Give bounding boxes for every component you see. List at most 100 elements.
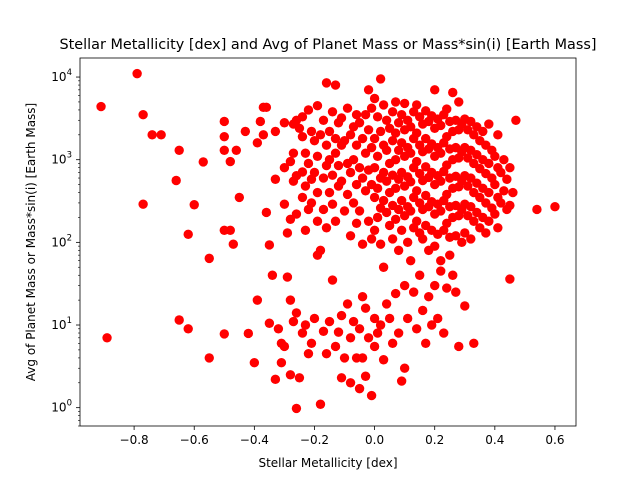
data-point (132, 68, 142, 79)
data-point (393, 118, 404, 128)
data-point (354, 324, 365, 334)
data-point (363, 125, 374, 135)
data-point (327, 199, 338, 209)
y-tick-label: 103 (51, 151, 72, 167)
points-layer (96, 68, 560, 414)
data-point (300, 320, 311, 330)
data-point (174, 315, 184, 325)
data-point (384, 313, 395, 324)
data-point (138, 199, 148, 209)
x-tick-label: −0.6 (180, 433, 209, 447)
data-point (390, 183, 401, 194)
data-point (276, 357, 287, 368)
data-point (484, 119, 494, 129)
data-point (505, 274, 515, 284)
data-point (505, 163, 515, 173)
data-point (204, 353, 214, 363)
data-point (312, 187, 323, 198)
chart-title: Stellar Metallicity [dex] and Avg of Pla… (60, 37, 597, 53)
x-axis-ticks: −0.8 −0.6 −0.4 −0.2 0.0 0.2 0.4 0.6 (120, 426, 565, 447)
data-point (351, 179, 362, 190)
data-point (96, 101, 106, 112)
data-point (396, 110, 407, 120)
data-point (291, 209, 302, 219)
data-point (363, 216, 374, 226)
data-point (219, 131, 229, 142)
data-point (433, 313, 443, 324)
data-point (469, 216, 479, 226)
data-point (414, 270, 425, 280)
data-point (484, 158, 494, 169)
data-point (282, 272, 293, 282)
data-point (285, 295, 296, 305)
data-point (219, 145, 229, 155)
data-point (243, 328, 254, 339)
data-point (297, 192, 308, 203)
data-point (372, 183, 383, 194)
data-point (405, 122, 416, 132)
data-point (436, 148, 446, 158)
data-point (102, 333, 112, 343)
data-point (282, 228, 293, 238)
data-point (267, 270, 278, 280)
data-point (357, 353, 368, 363)
data-point (264, 318, 275, 328)
data-point (273, 324, 284, 334)
data-point (490, 209, 500, 219)
data-point (466, 116, 476, 127)
data-point (369, 192, 380, 203)
data-point (366, 142, 377, 153)
data-point (348, 155, 359, 165)
data-point (261, 207, 272, 218)
data-point (360, 303, 371, 313)
data-point (402, 237, 413, 248)
data-point (393, 328, 404, 338)
data-point (405, 177, 416, 187)
data-point (261, 102, 272, 113)
data-point (315, 399, 326, 409)
data-point (387, 338, 398, 349)
data-point (496, 198, 506, 208)
data-point (375, 126, 386, 137)
data-point (309, 313, 320, 324)
data-point (324, 155, 335, 165)
data-point (351, 218, 362, 229)
data-point (300, 225, 311, 235)
data-point (493, 223, 503, 233)
data-point (318, 204, 329, 215)
data-point (225, 225, 235, 235)
data-point (306, 126, 317, 137)
data-point (330, 80, 341, 90)
data-point (490, 151, 500, 161)
data-point (421, 133, 431, 144)
data-point (306, 338, 317, 349)
data-point (451, 231, 461, 241)
x-tick-label: 0.0 (365, 433, 384, 447)
data-point (381, 145, 392, 155)
data-point (442, 160, 452, 170)
data-point (309, 135, 320, 146)
data-point (330, 216, 341, 226)
data-point (424, 292, 434, 302)
data-point (345, 167, 356, 178)
data-point (183, 324, 193, 334)
data-point (345, 130, 356, 140)
data-point (333, 327, 344, 337)
data-point (294, 373, 305, 383)
data-point (318, 326, 329, 336)
data-point (408, 287, 419, 297)
data-point (330, 133, 341, 144)
data-point (445, 250, 455, 260)
data-point (339, 135, 350, 146)
data-point (393, 204, 404, 215)
data-point (387, 234, 398, 244)
data-point (294, 123, 305, 133)
data-point (378, 100, 389, 110)
data-point (375, 320, 386, 330)
data-point (225, 156, 235, 167)
data-point (484, 187, 494, 198)
data-point (297, 131, 308, 142)
data-point (454, 97, 464, 107)
data-point (463, 181, 473, 191)
